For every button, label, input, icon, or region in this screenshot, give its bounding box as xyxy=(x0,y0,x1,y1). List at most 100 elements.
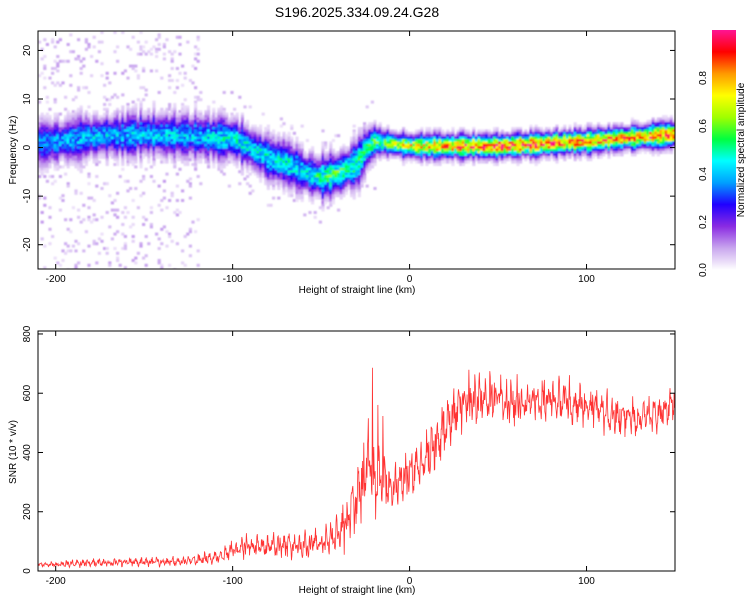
spectrogram-cell xyxy=(287,131,291,135)
spectrogram-cell xyxy=(259,143,263,147)
spectrogram-cell xyxy=(45,127,49,130)
spectrogram-cell xyxy=(290,177,294,181)
spectrogram-cell xyxy=(152,124,156,128)
spectrogram-cell xyxy=(326,199,330,202)
spectrogram-cell xyxy=(373,134,377,138)
spectrogram-cell xyxy=(84,163,88,166)
spectrogram-cell xyxy=(230,119,234,123)
spectrogram-cell xyxy=(563,129,567,133)
spectrogram-cell xyxy=(194,155,198,159)
spectrogram-cell xyxy=(513,155,517,159)
spectrogram-cell xyxy=(209,117,213,121)
spectrogram-cell xyxy=(142,141,146,145)
spectrogram-cell xyxy=(121,124,125,128)
spectrogram-cell xyxy=(256,170,260,174)
spectrogram-cell xyxy=(352,163,356,166)
spectrogram-cell xyxy=(69,158,73,162)
spectrogram-cell xyxy=(537,155,541,159)
spectrogram-cell xyxy=(594,131,598,135)
spectrogram-cell xyxy=(526,153,530,157)
spectrogram-cell xyxy=(121,141,125,145)
spectrogram-cell xyxy=(84,110,88,114)
spectrogram-cell xyxy=(207,122,211,126)
spectrogram-cell xyxy=(378,136,382,140)
spectrogram-cell xyxy=(305,182,309,186)
spectrogram-cell xyxy=(654,143,658,147)
spectrogram-cell xyxy=(597,155,601,159)
spectrogram-cell xyxy=(324,189,328,193)
spectrogram-cell xyxy=(469,158,473,162)
spectrogram-cell xyxy=(188,127,192,130)
spectrogram-cell xyxy=(282,139,286,142)
spectrogram-cell xyxy=(417,143,421,147)
spectrogram-cell xyxy=(563,131,567,135)
spectrogram-cell xyxy=(56,62,60,66)
spectrogram-cell xyxy=(352,124,356,128)
spectrogram-cell xyxy=(134,139,138,142)
spectrogram-cell xyxy=(274,182,278,186)
spectrogram-cell xyxy=(160,155,164,159)
spectrogram-cell xyxy=(430,134,434,138)
spectrogram-cell xyxy=(113,146,117,150)
spectrogram-cell xyxy=(64,115,68,118)
spectrogram-cell xyxy=(40,160,44,164)
spectrogram-cell xyxy=(357,158,361,162)
spectrogram-cell xyxy=(196,127,200,130)
spectrogram-cell xyxy=(118,127,122,130)
spectrogram-cell xyxy=(659,136,663,140)
spectrogram-cell xyxy=(58,158,62,162)
spectrogram-cell xyxy=(225,136,229,140)
spectrogram-cell xyxy=(188,119,192,123)
spectrogram-cell xyxy=(129,146,133,150)
spectrogram-cell xyxy=(573,155,577,159)
spectrogram-cell xyxy=(326,206,330,210)
spectrogram-cell xyxy=(248,105,252,109)
spectrogram-cell xyxy=(51,131,55,135)
spectrogram-cell xyxy=(136,206,140,210)
spectrogram-cell xyxy=(617,124,621,128)
spectrogram-cell xyxy=(162,43,166,46)
spectrogram-cell xyxy=(482,158,486,162)
spectrogram-cell xyxy=(545,134,549,138)
spectrogram-cell xyxy=(636,124,640,128)
spectrogram-cell xyxy=(136,124,140,128)
spectrogram-cell xyxy=(415,129,419,133)
spectrogram-cell xyxy=(493,153,497,157)
spectrogram-cell xyxy=(139,107,143,111)
spectrogram-cell xyxy=(227,184,231,188)
spectrogram-cell xyxy=(230,139,234,142)
spectrogram-cell xyxy=(149,143,153,147)
spectrogram-cell xyxy=(269,155,273,159)
spectrogram-cell xyxy=(396,148,400,152)
spectrogram-cell xyxy=(550,136,554,140)
spectrogram-cell xyxy=(103,155,107,159)
spectrogram-cell xyxy=(628,141,632,145)
spectrogram-cell xyxy=(433,127,437,130)
spectrogram-cell xyxy=(365,153,369,157)
spectrogram-cell xyxy=(617,151,621,154)
spectrogram-cell xyxy=(272,170,276,174)
spectrogram-cell xyxy=(251,170,255,174)
spectrogram-cell xyxy=(339,148,343,152)
spectrogram-cell xyxy=(402,141,406,145)
spectrogram-cell xyxy=(248,167,252,171)
spectrogram-cell xyxy=(417,141,421,145)
spectrogram-cell xyxy=(272,163,276,166)
spectrogram-cell xyxy=(292,146,296,150)
spectrogram-cell xyxy=(222,124,226,128)
spectrogram-cell xyxy=(435,129,439,133)
spectrogram-cell xyxy=(194,167,198,171)
spectrogram-cell xyxy=(669,127,673,130)
spectrogram-cell xyxy=(155,136,159,140)
spectrogram-cell xyxy=(90,143,94,147)
spectrogram-cell xyxy=(116,129,120,133)
spectrogram-cell xyxy=(58,175,62,178)
spectrogram-cell xyxy=(344,160,348,164)
spectrogram-cell xyxy=(235,158,239,162)
spectrogram-cell xyxy=(74,112,78,116)
spectrogram-cell xyxy=(279,153,283,157)
spectrogram-cell xyxy=(38,165,42,169)
spectrogram-cell xyxy=(173,148,177,152)
spectrogram-cell xyxy=(240,136,244,140)
spectrogram-cell xyxy=(188,117,192,121)
